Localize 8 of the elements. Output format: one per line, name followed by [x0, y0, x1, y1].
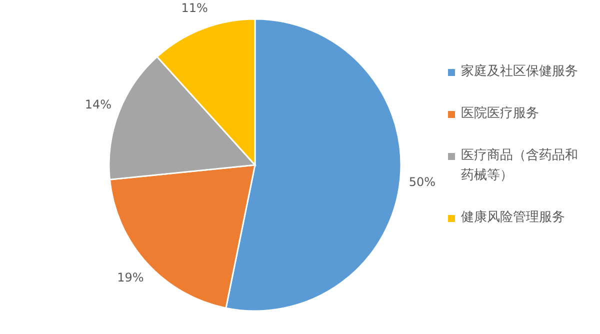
- data-label: 19%: [117, 270, 144, 285]
- legend-label: 健康风险管理服务: [461, 209, 565, 227]
- data-label: 50%: [408, 174, 436, 189]
- data-label: 11%: [181, 1, 208, 16]
- data-label: 14%: [84, 98, 112, 112]
- legend-label: 医院医疗服务: [461, 105, 539, 123]
- legend-label: 家庭及社区保健服务: [461, 63, 578, 81]
- legend-label: 医疗商品（含药品和药械等）: [461, 147, 579, 185]
